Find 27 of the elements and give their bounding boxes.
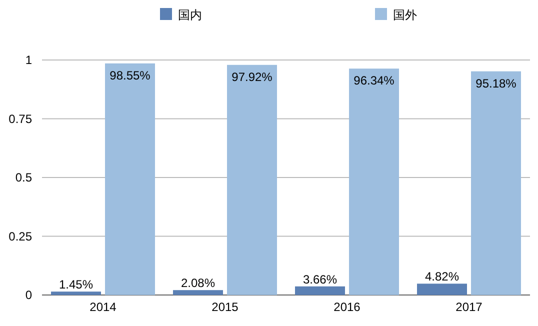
y-tick-label: 0.25 — [8, 229, 32, 244]
bar — [227, 64, 277, 295]
x-tick-label: 2014 — [90, 300, 117, 314]
bar — [349, 68, 399, 295]
data-label: 96.34% — [354, 74, 395, 88]
data-label: 98.55% — [110, 68, 151, 82]
data-label: 1.45% — [58, 278, 94, 292]
data-label: 2.08% — [180, 276, 216, 290]
x-tick-label: 2015 — [212, 300, 239, 314]
data-label: 95.18% — [476, 76, 517, 90]
y-tick-label: 0.75 — [8, 112, 32, 126]
legend-label: 国外 — [393, 8, 417, 22]
bar — [173, 290, 223, 295]
data-label: 3.66% — [302, 272, 338, 286]
y-tick-label: 0.5 — [15, 170, 32, 184]
y-tick-label: 0 — [25, 288, 32, 302]
bar — [51, 292, 101, 295]
x-tick-label: 2016 — [334, 300, 361, 314]
legend-label: 国内 — [178, 8, 202, 22]
bar — [105, 63, 155, 295]
x-tick-label: 2017 — [456, 300, 483, 314]
bar — [295, 286, 345, 295]
y-tick-label: 1 — [25, 53, 32, 67]
data-label: 4.82% — [424, 270, 460, 284]
bar — [417, 284, 467, 295]
bar — [471, 71, 521, 295]
data-label: 97.92% — [232, 70, 273, 84]
